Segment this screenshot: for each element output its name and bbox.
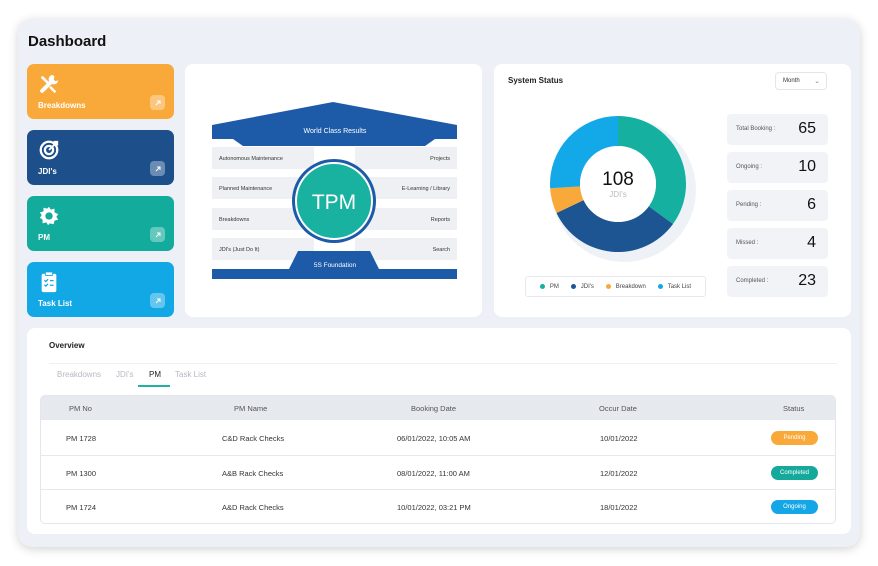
- tab-breakdowns[interactable]: Breakdowns: [57, 370, 102, 379]
- cell-booking-date: 08/01/2022, 11:00 AM: [397, 469, 470, 478]
- overview-tabs: Breakdowns JDI's PM Task List: [49, 363, 837, 387]
- card-task-list[interactable]: Task List: [27, 262, 174, 317]
- tpm-right-item: Reports: [431, 217, 451, 223]
- cell-pm-no: PM 1300: [66, 469, 97, 478]
- active-tab-underline: [138, 385, 170, 387]
- status-badge: Completed: [771, 466, 818, 480]
- system-status-panel: System Status Month ⌄ 108 JDI's PM JDI's…: [494, 64, 851, 317]
- status-badge: Ongoing: [771, 500, 818, 514]
- cell-occur-date: 12/01/2022: [600, 469, 638, 478]
- tpm-diagram: World Class Results Autonomous Maintenan…: [212, 102, 457, 279]
- tpm-right-item: Search: [433, 247, 450, 253]
- column-header-status: Status: [783, 404, 805, 413]
- clipboard-icon: [41, 271, 57, 293]
- tpm-left-item: Planned Maintenance: [219, 186, 272, 192]
- table-row[interactable]: PM 1728 C&D Rack Checks 06/01/2022, 10:0…: [41, 421, 835, 455]
- donut-center-value: 108: [602, 169, 634, 190]
- tpm-right-item: E-Learning / Library: [402, 186, 451, 192]
- table-header: PM No PM Name Booking Date Occur Date St…: [41, 396, 835, 420]
- tpm-left-item: Autonomous Maintenance: [219, 156, 283, 162]
- stat-missed: Missed :4: [727, 228, 828, 259]
- overview-panel: Overview Breakdowns JDI's PM Task List P…: [27, 328, 851, 534]
- cell-pm-name: A&D Rack Checks: [222, 503, 284, 512]
- system-status-title: System Status: [508, 76, 564, 85]
- table-row[interactable]: PM 1300 A&B Rack Checks 08/01/2022, 11:0…: [41, 455, 835, 489]
- target-icon: [39, 140, 59, 160]
- status-donut-chart: 108 JDI's: [550, 116, 696, 262]
- tpm-left-item: Breakdowns: [219, 217, 250, 223]
- arrow-up-right-icon[interactable]: [150, 293, 165, 308]
- column-header-pm-no: PM No: [69, 404, 92, 413]
- cell-booking-date: 10/01/2022, 03:21 PM: [397, 503, 471, 512]
- tpm-left-rows: Autonomous Maintenance Planned Maintenan…: [212, 147, 314, 260]
- legend-item-breakdown: Breakdown: [605, 284, 646, 290]
- donut-segment-task-list: [550, 116, 618, 189]
- cell-booking-date: 06/01/2022, 10:05 AM: [397, 434, 471, 443]
- legend-item-pm: PM: [539, 284, 559, 290]
- card-label: JDI's: [38, 167, 57, 176]
- legend-item-jdis: JDI's: [570, 284, 594, 290]
- card-pm[interactable]: PM: [27, 196, 174, 251]
- stat-completed: Completed :23: [727, 266, 828, 297]
- table-row[interactable]: PM 1724 A&D Rack Checks 10/01/2022, 03:2…: [41, 489, 835, 523]
- tab-jdis[interactable]: JDI's: [116, 370, 134, 379]
- tab-task-list[interactable]: Task List: [175, 370, 207, 379]
- stat-pending: Pending :6: [727, 190, 828, 221]
- period-select[interactable]: Month ⌄: [775, 72, 827, 90]
- card-breakdowns[interactable]: Breakdowns: [27, 64, 174, 119]
- arrow-up-right-icon[interactable]: [150, 227, 165, 242]
- cell-occur-date: 10/01/2022: [600, 434, 638, 443]
- tools-icon: [40, 74, 59, 94]
- cell-pm-name: A&B Rack Checks: [222, 469, 284, 478]
- arrow-up-right-icon[interactable]: [150, 161, 165, 176]
- stat-ongoing: Ongoing :10: [727, 152, 828, 183]
- column-header-occur-date: Occur Date: [599, 404, 637, 413]
- donut-segment-pm: [618, 116, 686, 224]
- dashboard-window: Dashboard Breakdowns JDI's PM: [18, 19, 860, 547]
- status-badge: Pending: [771, 431, 818, 445]
- chevron-down-icon: ⌄: [814, 78, 820, 85]
- legend-item-task-list: Task List: [657, 284, 691, 290]
- stat-total-booking: Total Booking :65: [727, 114, 828, 145]
- overview-title: Overview: [49, 341, 85, 350]
- card-label: PM: [38, 233, 50, 242]
- card-label: Breakdowns: [38, 101, 86, 110]
- tpm-right-rows: Projects E-Learning / Library Reports Se…: [355, 147, 457, 260]
- period-select-value: Month: [783, 78, 800, 84]
- donut-legend: PM JDI's Breakdown Task List: [525, 276, 706, 297]
- arrow-up-right-icon[interactable]: [150, 95, 165, 110]
- tpm-left-item: JDI's (Just Do It): [219, 247, 260, 253]
- donut-segment-jdi-s: [556, 200, 674, 252]
- donut-hole: [580, 146, 656, 222]
- cell-pm-no: PM 1724: [66, 503, 97, 512]
- cell-pm-name: C&D Rack Checks: [222, 434, 285, 443]
- page-title: Dashboard: [28, 33, 107, 50]
- donut-segment-breakdown: [550, 186, 584, 213]
- gear-icon: [39, 206, 59, 226]
- tpm-roof-label: World Class Results: [304, 128, 367, 135]
- tpm-center-label: TPM: [312, 191, 356, 214]
- card-label: Task List: [38, 299, 73, 308]
- cell-occur-date: 18/01/2022: [600, 503, 638, 512]
- tab-pm[interactable]: PM: [149, 370, 161, 379]
- card-jdis[interactable]: JDI's: [27, 130, 174, 185]
- donut-center-label: JDI's: [609, 190, 627, 199]
- column-header-pm-name: PM Name: [234, 404, 268, 413]
- pm-table: PM No PM Name Booking Date Occur Date St…: [40, 395, 836, 524]
- tpm-foundation-label: 5S Foundation: [314, 262, 357, 269]
- tpm-panel: World Class Results Autonomous Maintenan…: [185, 64, 482, 317]
- tpm-right-item: Projects: [430, 156, 450, 162]
- cell-pm-no: PM 1728: [66, 434, 97, 443]
- column-header-booking-date: Booking Date: [411, 404, 457, 413]
